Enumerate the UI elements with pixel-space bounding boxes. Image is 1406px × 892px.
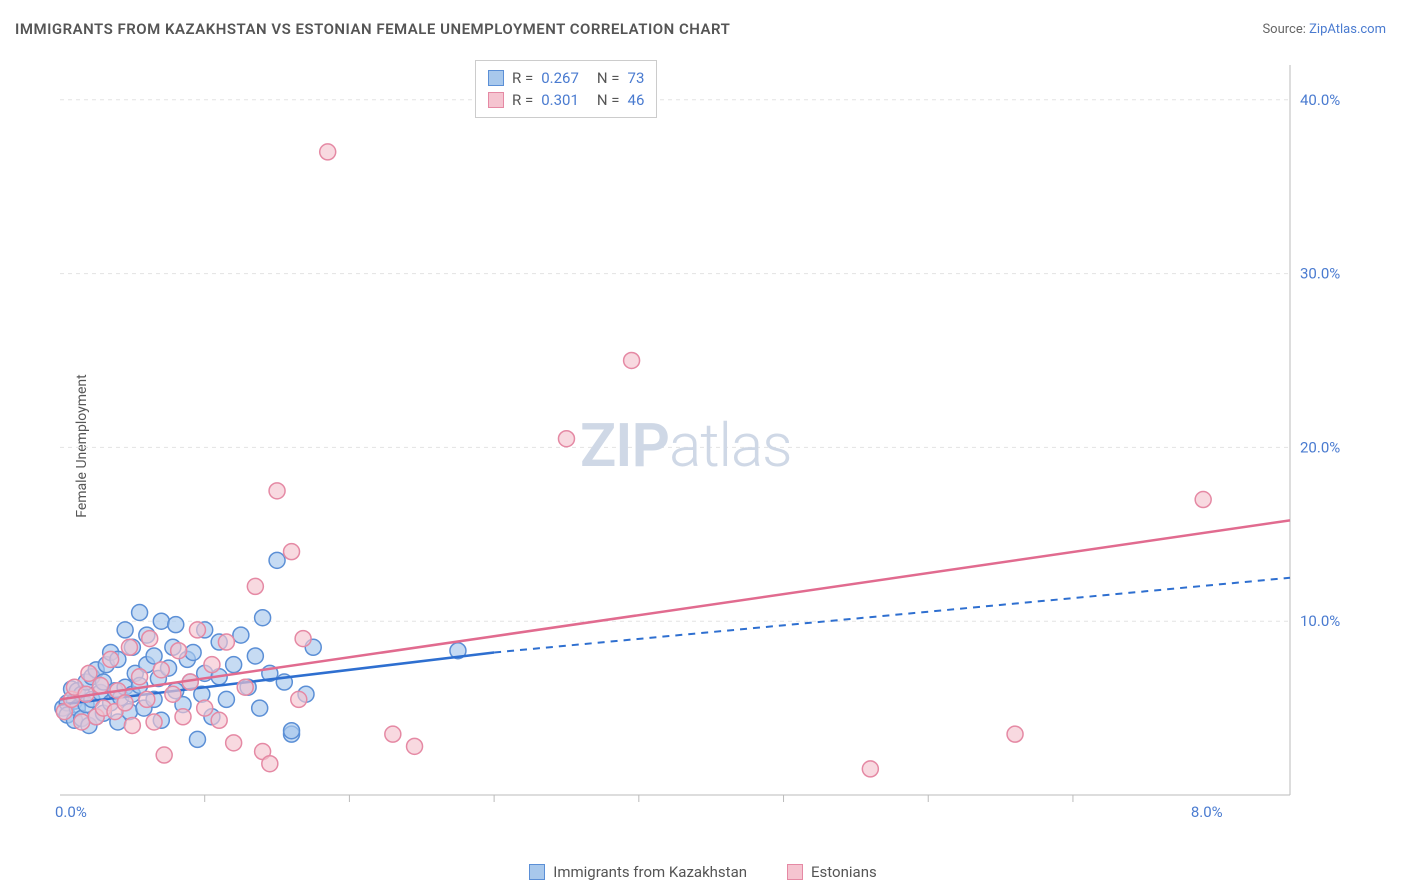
data-point <box>189 731 205 747</box>
data-point <box>233 627 249 643</box>
data-point <box>117 622 133 638</box>
correlation-legend: R = 0.267 N = 73 R = 0.301 N = 46 <box>475 60 657 118</box>
data-point <box>146 714 162 730</box>
data-point <box>132 605 148 621</box>
legend-swatch <box>787 864 803 880</box>
data-point <box>156 747 172 763</box>
legend-row: R = 0.267 N = 73 <box>488 67 644 89</box>
trend-line <box>60 520 1290 699</box>
data-point <box>175 709 191 725</box>
legend-item: Immigrants from Kazakhstan <box>529 863 747 881</box>
data-point <box>74 714 90 730</box>
data-point <box>252 700 268 716</box>
data-point <box>142 631 158 647</box>
data-point <box>295 631 311 647</box>
trend-line-extrapolated <box>494 578 1290 653</box>
data-point <box>218 691 234 707</box>
data-point <box>237 679 253 695</box>
chart-title: IMMIGRANTS FROM KAZAKHSTAN VS ESTONIAN F… <box>15 20 730 38</box>
source-label: Source: <box>1262 22 1305 37</box>
legend-label: Immigrants from Kazakhstan <box>553 863 747 881</box>
svg-text:10.0%: 10.0% <box>1300 612 1340 630</box>
series-legend: Immigrants from Kazakhstan Estonians <box>0 863 1406 884</box>
data-point <box>153 613 169 629</box>
data-point <box>103 651 119 667</box>
data-point <box>117 695 133 711</box>
data-point <box>171 643 187 659</box>
svg-text:40.0%: 40.0% <box>1300 91 1340 109</box>
data-point <box>185 644 201 660</box>
data-point <box>189 622 205 638</box>
data-point <box>204 657 220 673</box>
data-point <box>93 678 109 694</box>
data-point <box>407 738 423 754</box>
legend-item: Estonians <box>787 863 877 881</box>
data-point <box>165 686 181 702</box>
data-point <box>624 352 640 368</box>
data-point <box>269 552 285 568</box>
data-point <box>153 662 169 678</box>
svg-text:20.0%: 20.0% <box>1300 438 1340 456</box>
data-point <box>247 648 263 664</box>
data-point <box>1007 726 1023 742</box>
data-point <box>132 669 148 685</box>
data-point <box>121 639 137 655</box>
data-point <box>385 726 401 742</box>
legend-swatch <box>488 92 504 108</box>
legend-row: R = 0.301 N = 46 <box>488 89 644 111</box>
data-point <box>262 756 278 772</box>
legend-swatch <box>488 70 504 86</box>
data-point <box>139 691 155 707</box>
data-point <box>558 431 574 447</box>
data-point <box>218 634 234 650</box>
data-point <box>211 712 227 728</box>
svg-text:30.0%: 30.0% <box>1300 265 1340 283</box>
data-point <box>291 691 307 707</box>
data-point <box>168 617 184 633</box>
data-point <box>226 657 242 673</box>
data-point <box>124 717 140 733</box>
scatter-plot: 10.0% 20.0% 30.0% 40.0% 0.0% 8.0% <box>50 55 1350 825</box>
data-point <box>255 610 271 626</box>
data-point <box>862 761 878 777</box>
data-point <box>197 700 213 716</box>
data-point <box>226 735 242 751</box>
legend-swatch <box>529 864 545 880</box>
source-attribution: Source: ZipAtlas.com <box>1262 22 1386 37</box>
data-point <box>320 144 336 160</box>
svg-text:8.0%: 8.0% <box>1191 803 1223 821</box>
source-link[interactable]: ZipAtlas.com <box>1309 22 1386 37</box>
legend-label: Estonians <box>811 863 877 881</box>
svg-text:0.0%: 0.0% <box>55 803 87 821</box>
data-point <box>1195 492 1211 508</box>
data-point <box>284 544 300 560</box>
data-point <box>269 483 285 499</box>
data-point <box>247 578 263 594</box>
data-point <box>284 723 300 739</box>
data-point <box>81 665 97 681</box>
